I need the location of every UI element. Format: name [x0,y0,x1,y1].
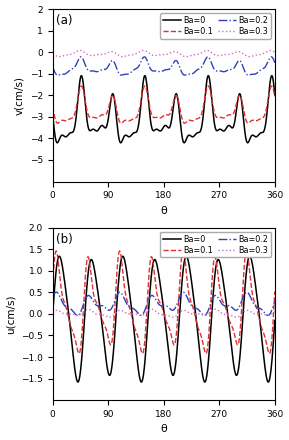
Y-axis label: v(cm/s): v(cm/s) [14,76,24,115]
Y-axis label: u(cm/s): u(cm/s) [5,294,16,334]
Legend: Ba=0, Ba=0.1, Ba=0.2, Ba=0.3: Ba=0, Ba=0.1, Ba=0.2, Ba=0.3 [160,13,271,39]
Text: (b): (b) [56,233,73,246]
X-axis label: θ: θ [160,206,167,216]
Text: (a): (a) [56,14,73,27]
Legend: Ba=0, Ba=0.1, Ba=0.2, Ba=0.3: Ba=0, Ba=0.1, Ba=0.2, Ba=0.3 [160,232,271,257]
X-axis label: θ: θ [160,425,167,434]
